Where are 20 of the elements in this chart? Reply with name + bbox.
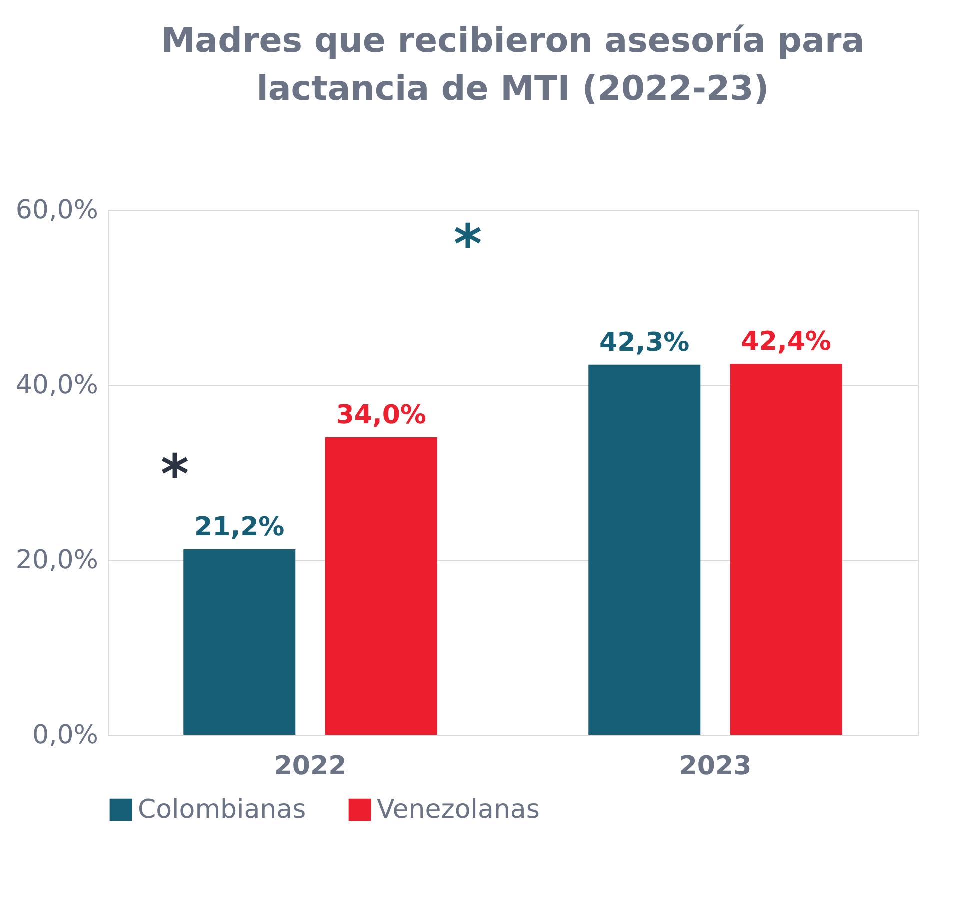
bar: [325, 438, 438, 735]
x-tick-label: 2022: [274, 752, 347, 782]
y-tick-label: 40,0%: [16, 370, 98, 400]
data-label: 42,4%: [741, 327, 832, 357]
bar: [588, 364, 701, 735]
annotation: *: [160, 443, 190, 506]
x-tick-label: 2023: [679, 752, 752, 782]
annotation: *: [454, 213, 482, 276]
text: Madres que recibieron asesoría para: [161, 21, 865, 61]
y-tick-label: 0,0%: [32, 720, 98, 750]
data-label: 42,3%: [600, 328, 690, 358]
legend-label: Colombianas: [138, 795, 306, 825]
text: lactancia de MTI (2022-23): [256, 69, 770, 109]
data-label: 34,0%: [336, 400, 426, 430]
y-tick-label: 60,0%: [16, 196, 98, 226]
bar: [730, 364, 842, 735]
bar: [184, 550, 296, 735]
data-label: 21,2%: [194, 512, 285, 542]
legend-label: Venezolanas: [377, 795, 540, 825]
y-tick-label: 20,0%: [16, 546, 98, 576]
